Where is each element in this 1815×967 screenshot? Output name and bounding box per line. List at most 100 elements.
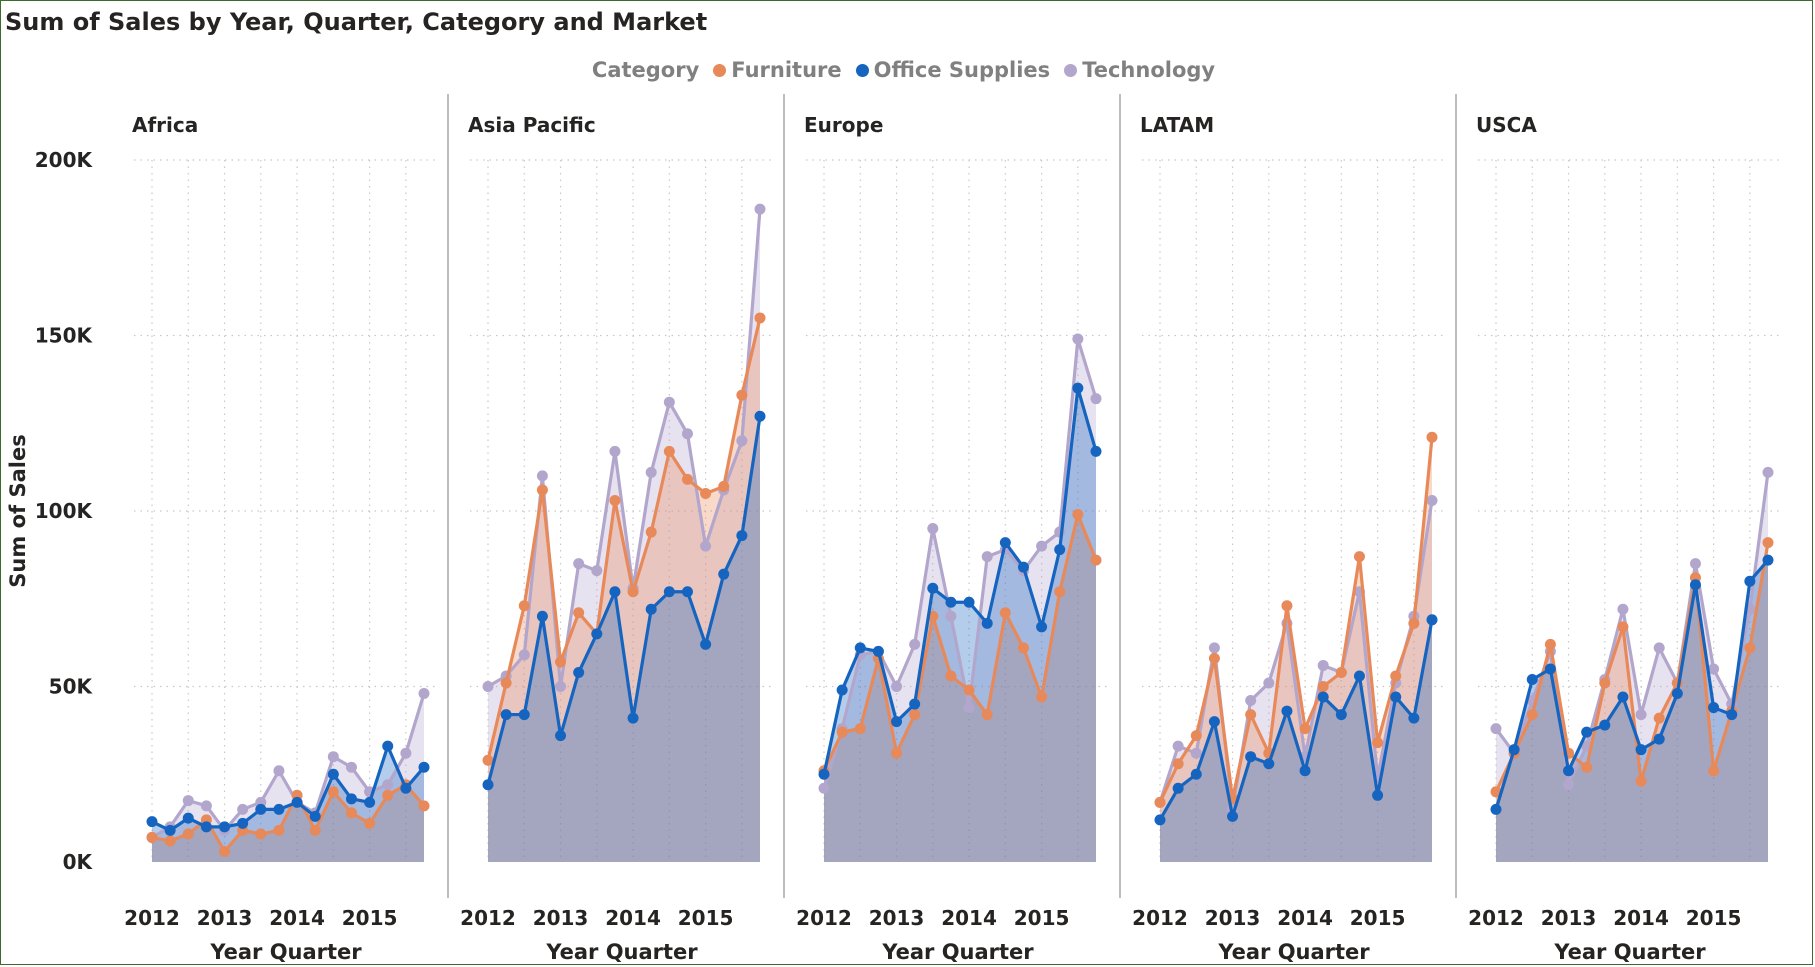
x-tick-label: 2015 (678, 906, 734, 930)
point-technology (1245, 695, 1257, 707)
point-office-supplies (200, 821, 212, 833)
legend-item-technology[interactable]: Technology (1064, 58, 1215, 82)
point-furniture (1762, 537, 1774, 549)
x-tick-label: 2013 (869, 906, 925, 930)
point-furniture (1353, 551, 1365, 563)
point-office-supplies (645, 603, 657, 615)
x-tick-label: 2015 (342, 906, 398, 930)
point-furniture (1190, 730, 1202, 742)
point-office-supplies (1490, 803, 1502, 815)
point-furniture (1054, 586, 1066, 598)
point-technology (1090, 393, 1102, 405)
panel-title: LATAM (1140, 113, 1214, 137)
point-furniture (681, 473, 693, 485)
point-furniture (854, 723, 866, 735)
area-furniture (824, 514, 1096, 862)
point-furniture (1426, 431, 1438, 443)
panel-latam: LATAM 2012 2013 2014 2015 Year Quarter (1119, 94, 1446, 964)
point-office-supplies (1299, 765, 1311, 777)
point-furniture (382, 789, 394, 801)
point-technology (609, 445, 621, 457)
point-office-supplies (1090, 445, 1102, 457)
point-office-supplies (345, 793, 357, 805)
point-office-supplies (1036, 621, 1048, 633)
point-furniture (663, 445, 675, 457)
point-technology (1490, 723, 1502, 735)
line-furniture (486, 317, 762, 761)
point-technology (1208, 642, 1220, 654)
point-technology (1563, 779, 1575, 791)
point-furniture (1317, 681, 1329, 692)
point-office-supplies (418, 761, 430, 773)
point-office-supplies (482, 779, 494, 791)
point-furniture (736, 389, 748, 401)
point-office-supplies (872, 645, 884, 657)
x-tick-label: 2014 (1613, 906, 1669, 930)
point-office-supplies (854, 642, 866, 654)
point-furniture (1653, 712, 1665, 724)
point-office-supplies (273, 803, 285, 815)
point-furniture (1245, 709, 1257, 721)
point-office-supplies (364, 796, 376, 808)
x-axis-title: Year Quarter (1553, 940, 1706, 964)
line-furniture (1494, 542, 1770, 793)
point-furniture (482, 754, 494, 766)
point-office-supplies (1353, 670, 1365, 682)
point-office-supplies (1653, 733, 1665, 745)
x-tick-label: 2014 (605, 906, 661, 930)
point-office-supplies (718, 568, 730, 580)
panel-usca: USCA 2012 2013 2014 2015 Year Quarter (1455, 94, 1782, 964)
point-furniture (609, 494, 621, 506)
y-tick-label: 50K (49, 675, 94, 699)
point-office-supplies (1281, 705, 1293, 717)
point-office-supplies (500, 709, 512, 721)
line-furniture (822, 512, 1098, 772)
point-office-supplies (927, 582, 939, 594)
point-furniture (1544, 638, 1556, 650)
point-furniture (1390, 670, 1402, 682)
y-axis-title: Sum of Sales (6, 434, 30, 587)
point-office-supplies (518, 709, 530, 721)
y-tick-label: 200K (35, 148, 94, 172)
x-tick-label: 2013 (1541, 906, 1597, 930)
point-furniture (1408, 617, 1420, 629)
point-furniture (1635, 775, 1647, 787)
point-furniture (536, 484, 548, 496)
point-technology (1036, 540, 1048, 552)
legend-item-furniture[interactable]: Furniture (713, 58, 842, 82)
point-furniture (555, 656, 567, 668)
point-technology (1762, 466, 1774, 478)
point-furniture (327, 786, 339, 798)
point-technology (1617, 603, 1629, 615)
y-tick-label: 0K (63, 850, 94, 874)
point-office-supplies (1208, 716, 1220, 728)
legend: Category Furniture Office Supplies Techn… (0, 58, 1815, 82)
point-technology (591, 565, 603, 577)
x-tick-label: 2015 (1686, 906, 1742, 930)
point-furniture (1154, 796, 1166, 808)
point-technology (1689, 558, 1701, 570)
chart-title: Sum of Sales by Year, Quarter, Category … (5, 8, 708, 36)
point-technology (1072, 333, 1084, 345)
point-office-supplies (1726, 709, 1738, 721)
legend-item-office-supplies[interactable]: Office Supplies (855, 58, 1050, 82)
point-technology (482, 681, 494, 692)
point-office-supplies (146, 816, 158, 828)
point-technology (736, 435, 748, 447)
line-office-supplies (151, 744, 426, 833)
point-furniture (945, 670, 957, 682)
point-technology (1426, 494, 1438, 506)
x-tick-label: 2012 (460, 906, 516, 930)
area-office-supplies (488, 416, 760, 862)
point-office-supplies (1227, 810, 1239, 822)
panel-title: USCA (1476, 113, 1537, 137)
point-office-supplies (1689, 579, 1701, 591)
point-technology (555, 681, 567, 692)
area-furniture (1160, 437, 1432, 862)
point-office-supplies (1372, 789, 1384, 801)
area-technology (152, 693, 424, 862)
x-axis-title: Year Quarter (545, 940, 698, 964)
line-technology (487, 209, 762, 689)
point-office-supplies (891, 716, 903, 728)
x-tick-label: 2014 (941, 906, 997, 930)
